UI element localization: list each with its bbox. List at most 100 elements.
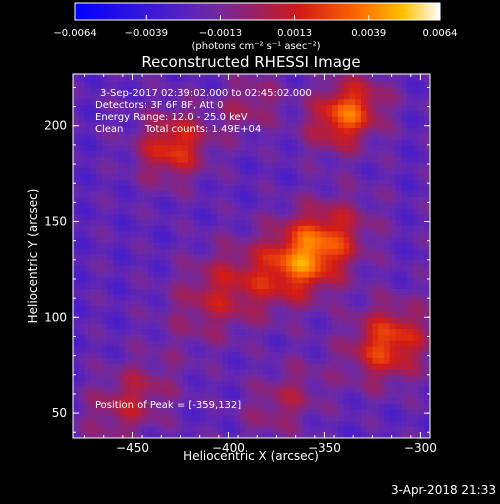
heatmap-cell — [130, 397, 137, 404]
heatmap-cell — [286, 236, 293, 243]
heatmap-cell — [395, 317, 402, 324]
heatmap-cell — [309, 98, 316, 106]
heatmap-cell — [165, 213, 172, 220]
heatmap-cell — [73, 104, 80, 111]
heatmap-cell — [130, 110, 137, 117]
heatmap-cell — [291, 231, 298, 238]
heatmap-cell — [314, 265, 321, 272]
heatmap-cell — [124, 93, 131, 100]
heatmap-cell — [372, 127, 379, 134]
heatmap-cell — [239, 75, 247, 83]
heatmap-cell — [355, 397, 362, 404]
heatmap-cell — [113, 409, 120, 416]
heatmap-cell — [332, 162, 339, 169]
heatmap-cell — [355, 87, 362, 94]
heatmap-cell — [176, 98, 183, 106]
heatmap-cell — [309, 81, 316, 88]
heatmap-cell — [211, 369, 218, 376]
heatmap-cell — [412, 409, 419, 416]
heatmap-cell — [251, 93, 258, 100]
heatmap-cell — [101, 346, 108, 353]
heatmap-cell — [326, 150, 333, 157]
heatmap-cell — [193, 156, 201, 163]
heatmap-cell — [147, 190, 155, 198]
heatmap-cell — [326, 208, 333, 215]
heatmap-cell — [193, 121, 201, 129]
heatmap-cell — [211, 294, 218, 301]
heatmap-cell — [165, 334, 172, 341]
heatmap-cell — [343, 173, 350, 180]
heatmap-cell — [268, 288, 275, 295]
heatmap-cell — [274, 139, 281, 146]
heatmap-cell — [239, 121, 247, 129]
heatmap-cell — [142, 259, 149, 266]
heatmap-cell — [372, 196, 379, 203]
heatmap-cell — [182, 144, 189, 152]
heatmap-cell — [78, 75, 85, 83]
heatmap-cell — [170, 357, 178, 364]
heatmap-cell — [257, 277, 264, 284]
heatmap-cell — [332, 328, 339, 335]
heatmap-cell — [383, 81, 391, 88]
heatmap-cell — [314, 93, 321, 100]
heatmap-cell — [153, 300, 160, 307]
heatmap-cell — [239, 190, 247, 198]
heatmap-cell — [124, 87, 131, 94]
heatmap-cell — [378, 208, 385, 215]
heatmap-cell — [216, 167, 224, 175]
heatmap-cell — [90, 173, 97, 180]
heatmap-cell — [170, 93, 178, 100]
heatmap-cell — [326, 139, 333, 146]
heatmap-cell — [314, 74, 321, 77]
heatmap-cell — [280, 81, 287, 88]
heatmap-cell — [412, 374, 419, 381]
heatmap-cell — [228, 74, 235, 77]
heatmap-cell — [188, 334, 195, 341]
heatmap-cell — [234, 121, 241, 129]
heatmap-cell — [268, 386, 275, 393]
heatmap-cell — [130, 288, 137, 295]
heatmap-cell — [96, 75, 103, 83]
heatmap-cell — [303, 351, 310, 358]
heatmap-cell — [291, 242, 298, 249]
heatmap-cell — [101, 340, 108, 347]
heatmap-cell — [263, 185, 270, 192]
heatmap-cell — [378, 87, 385, 94]
heatmap-cell — [360, 265, 368, 272]
heatmap-cell — [73, 179, 80, 186]
heatmap-cell — [268, 110, 275, 117]
heatmap-cell — [274, 173, 281, 180]
heatmap-cell — [136, 380, 143, 387]
heatmap-cell — [216, 196, 224, 203]
heatmap-cell — [286, 127, 293, 134]
heatmap-cell — [170, 300, 178, 307]
heatmap-cell — [222, 190, 229, 198]
heatmap-cell — [257, 426, 264, 433]
heatmap-cell — [170, 271, 178, 278]
heatmap-cell — [182, 363, 189, 370]
heatmap-cell — [366, 265, 373, 272]
heatmap-cell — [159, 190, 166, 198]
heatmap-cell — [101, 334, 108, 341]
heatmap-cell — [320, 277, 327, 284]
heatmap-cell — [303, 271, 310, 278]
heatmap-cell — [314, 369, 321, 376]
heatmap-cell — [239, 432, 247, 438]
heatmap-cell — [309, 426, 316, 433]
heatmap-cell — [188, 225, 195, 232]
heatmap-cell — [188, 236, 195, 243]
heatmap-cell — [142, 93, 149, 100]
heatmap-cell — [199, 363, 206, 370]
heatmap-cell — [251, 294, 258, 301]
heatmap-cell — [401, 242, 408, 249]
heatmap-cell — [73, 432, 80, 438]
heatmap-cell — [280, 173, 287, 180]
heatmap-cell — [165, 380, 172, 387]
heatmap-cell — [142, 334, 149, 341]
heatmap-cell — [193, 415, 201, 422]
heatmap-cell — [314, 219, 321, 226]
heatmap-cell — [263, 323, 270, 330]
heatmap-cell — [291, 127, 298, 134]
heatmap-cell — [389, 392, 396, 399]
heatmap-cell — [412, 300, 419, 307]
